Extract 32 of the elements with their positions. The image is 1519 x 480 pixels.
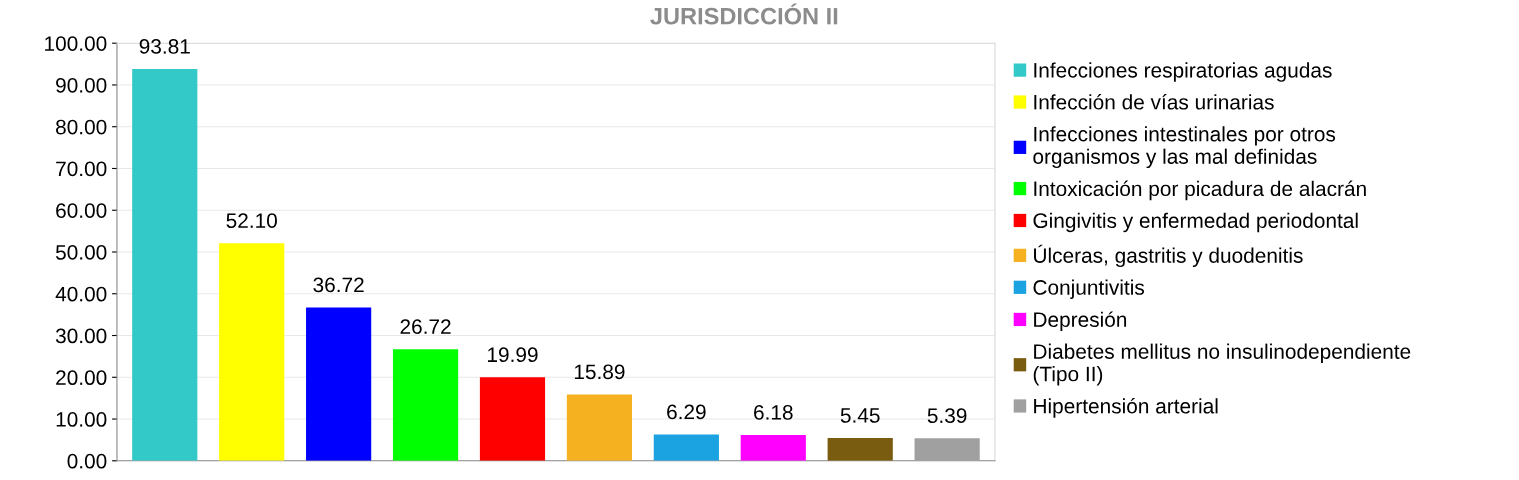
legend-label: Intoxicación por picadura de alacrán <box>1034 180 1366 201</box>
data-label: 26.72 <box>400 319 451 334</box>
legend-label: Gingivitis y enfermedad periodontal <box>1033 212 1358 233</box>
data-label: 93.81 <box>139 39 190 54</box>
data-label: 6.18 <box>754 405 793 420</box>
y-tick-label: 50.00 <box>55 245 107 260</box>
data-label: 5.39 <box>927 408 967 424</box>
chart-title: JURISDICCIÓN II <box>650 3 838 25</box>
legend-label: Depresión <box>1034 311 1127 332</box>
data-label: 36.72 <box>313 277 364 293</box>
y-tick-label: 20.00 <box>56 370 107 386</box>
legend-label: Úlceras, gastritis y duodenitis <box>1034 244 1303 268</box>
data-label: 15.89 <box>574 364 625 380</box>
legend-label: Hipertensión arterial <box>1034 397 1218 418</box>
y-tick-label: 10.00 <box>56 412 107 427</box>
y-tick-label: 0.00 <box>67 453 107 469</box>
legend-label: Infecciones intestinales por otros organismos y las mal definidas <box>1033 126 1336 169</box>
legend-label: Diabetes mellitus no insulinodependiente (Tipo II) <box>1033 343 1411 386</box>
data-label: 19.99 <box>488 347 538 363</box>
y-tick-label: 60.00 <box>56 203 107 218</box>
y-tick-label: 90.00 <box>56 77 107 93</box>
data-label: 6.29 <box>667 404 706 420</box>
legend-label: Infección de vías urinarias <box>1034 94 1274 110</box>
y-tick-label: 40.00 <box>55 286 107 302</box>
y-tick-label: 30.00 <box>55 328 107 344</box>
legend-label: Conjuntivitis <box>1033 279 1145 299</box>
legend-label: Infecciones respiratorias agudas <box>1034 62 1332 82</box>
data-label: 5.45 <box>840 408 880 423</box>
y-tick-label: 80.00 <box>56 119 107 135</box>
y-tick-label: 100.00 <box>45 36 107 51</box>
y-tick-label: 70.00 <box>56 161 107 177</box>
data-label: 52.10 <box>226 213 277 228</box>
